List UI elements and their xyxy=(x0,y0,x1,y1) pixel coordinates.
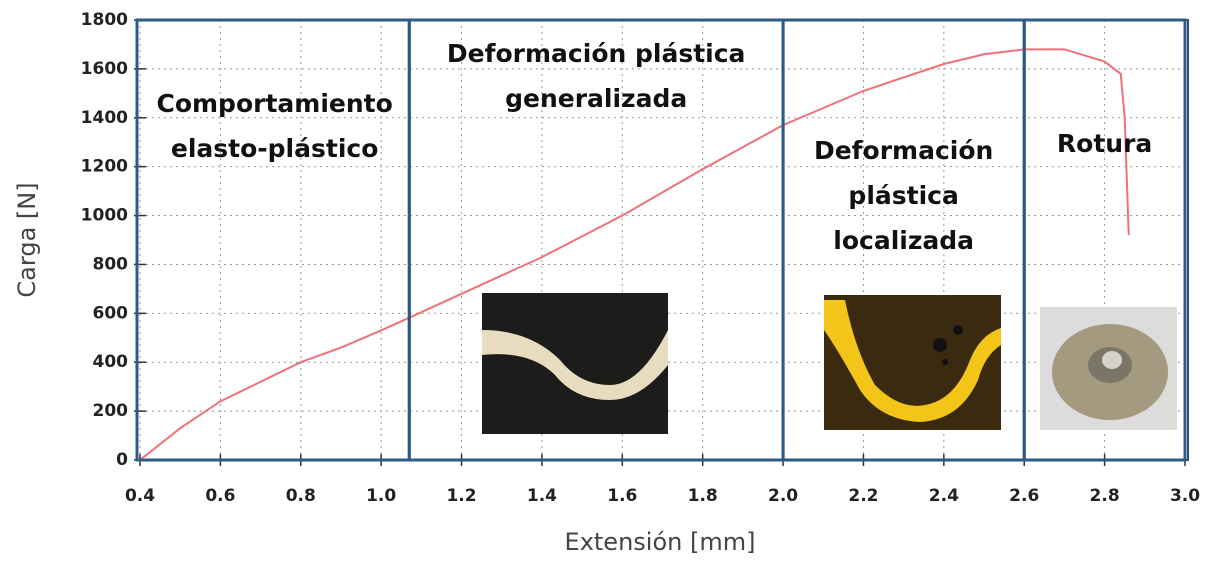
region-label: Comportamiento xyxy=(156,89,392,118)
region-label: localizada xyxy=(833,226,974,255)
y-tick-label: 600 xyxy=(93,303,129,323)
x-tick-label: 2.0 xyxy=(768,486,798,506)
x-tick-label: 2.6 xyxy=(1009,486,1039,506)
x-tick-label: 1.8 xyxy=(688,486,718,506)
inset-photo-generalizada xyxy=(482,293,668,434)
inset-photo-rotura xyxy=(1040,307,1177,430)
region-label: Rotura xyxy=(1057,129,1152,158)
x-axis-title: Extensión [mm] xyxy=(565,528,756,556)
x-tick-label: 2.4 xyxy=(929,486,959,506)
x-tick-label: 0.6 xyxy=(205,486,235,506)
x-tick-label: 0.8 xyxy=(286,486,316,506)
y-axis-title: Carga [N] xyxy=(13,182,41,297)
y-tick-label: 800 xyxy=(93,254,129,274)
region-label: Deformación xyxy=(814,136,993,165)
region-box xyxy=(137,20,409,460)
x-tick-label: 1.2 xyxy=(446,486,476,506)
y-tick-label: 0 xyxy=(116,450,128,470)
y-tick-label: 1800 xyxy=(81,10,128,30)
region-label: Deformación plástica xyxy=(447,39,746,68)
y-tick-label: 1200 xyxy=(81,157,128,177)
y-tick-label: 1400 xyxy=(81,108,128,128)
chart: Extensión [mm] Carga [N] 0 200 400 600 800 10… xyxy=(0,0,1211,557)
x-tick-label: 3.0 xyxy=(1170,486,1200,506)
region-label: plástica xyxy=(848,181,958,210)
y-tick-label: 400 xyxy=(93,352,129,372)
x-tick-label: 0.4 xyxy=(125,486,155,506)
y-tick-label: 200 xyxy=(93,401,129,421)
x-tick-label: 1.0 xyxy=(366,486,396,506)
region-label: generalizada xyxy=(505,84,687,113)
y-tick-label: 1000 xyxy=(81,206,128,226)
x-tick-label: 2.8 xyxy=(1090,486,1120,506)
y-tick-label: 1600 xyxy=(81,59,128,79)
x-tick-label: 2.2 xyxy=(848,486,878,506)
inset-photo-localizada xyxy=(824,295,1001,430)
x-tick-label: 1.6 xyxy=(607,486,637,506)
x-tick-label: 1.4 xyxy=(527,486,557,506)
region-label: elasto-plástico xyxy=(171,134,379,163)
